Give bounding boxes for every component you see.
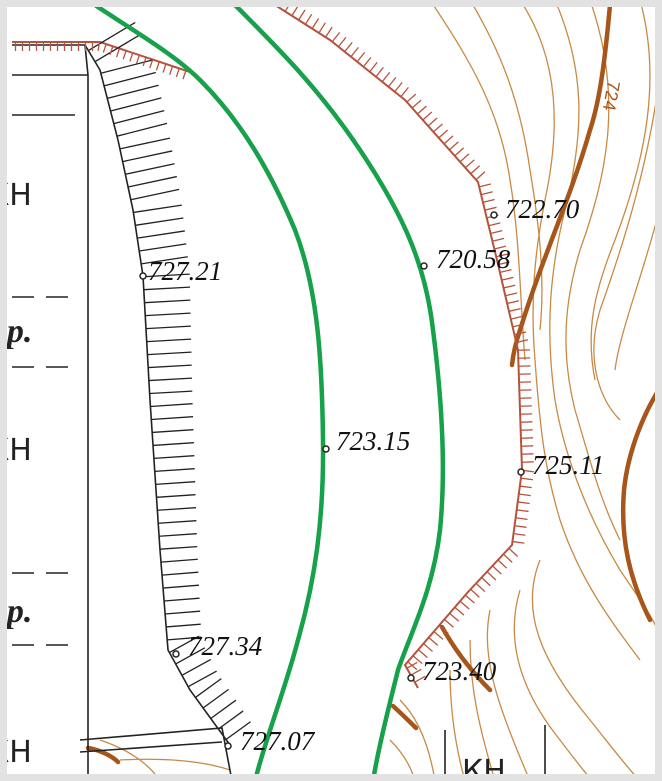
point xyxy=(408,675,414,681)
point xyxy=(323,446,329,452)
map: 724 727.21 723.15 725.11 722.70 720.58 7… xyxy=(0,0,662,781)
elevation-label: 723.40 xyxy=(422,656,497,686)
elevation-label: 727.21 xyxy=(148,256,222,286)
background xyxy=(0,0,662,781)
elevation-label: 723.15 xyxy=(336,426,410,456)
elevation-label: 725.11 xyxy=(532,450,604,480)
elevation-label: 727.07 xyxy=(240,726,316,756)
point xyxy=(518,469,524,475)
elevation-label: 727.34 xyxy=(188,631,262,661)
point xyxy=(140,273,146,279)
point xyxy=(491,212,497,218)
point xyxy=(421,263,427,269)
elevation-label: 720.58 xyxy=(436,244,511,274)
elevation-label: 722.70 xyxy=(505,194,580,224)
point xyxy=(225,743,231,749)
point xyxy=(173,651,179,657)
